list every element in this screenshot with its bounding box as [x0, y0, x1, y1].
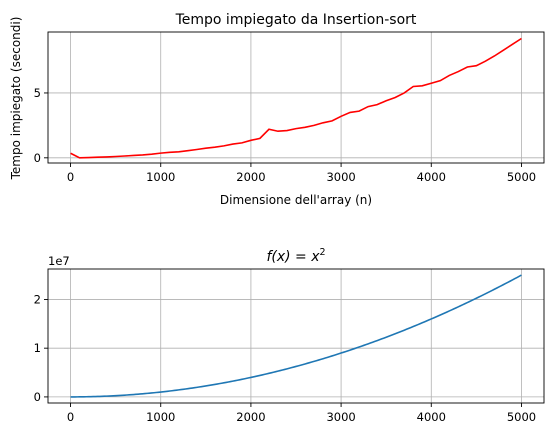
chart-insertion-sort: Tempo impiegato da Insertion-sort 0 1000 2… — [9, 12, 545, 207]
x-tick-label: 0 — [67, 410, 74, 424]
x-tick-label: 3000 — [326, 170, 355, 184]
series-line — [70, 37, 522, 159]
series-line — [70, 274, 522, 398]
x-tick-label: 5000 — [507, 410, 536, 424]
x-tick-label: 5000 — [507, 170, 536, 184]
y-tick-label: 2 — [34, 292, 41, 306]
x-tick-label: 3000 — [326, 410, 355, 424]
data-series — [70, 37, 522, 159]
y-tick-label: 0 — [34, 390, 41, 404]
x-tick-label: 1000 — [146, 410, 175, 424]
x-tick-label: 4000 — [417, 170, 446, 184]
chart-title: f(x) = x2 — [266, 247, 325, 265]
plot-frame — [47, 31, 545, 164]
x-ticks: 0 1000 2000 3000 4000 5000 — [67, 163, 536, 184]
y-axis-label: Tempo impiegato (secondi) — [9, 17, 23, 181]
chart-x-squared: f(x) = x2 1e7 0 1000 2000 3000 4000 5000 0 1 2 — [34, 247, 545, 424]
x-tick-label: 0 — [67, 170, 74, 184]
y-ticks: 0 1 2 — [34, 292, 48, 404]
y-tick-label: 1 — [34, 341, 41, 355]
chart-title: Tempo impiegato da Insertion-sort — [175, 12, 417, 28]
y-tick-label: 0 — [34, 151, 41, 165]
y-ticks: 05 — [34, 86, 48, 165]
grid — [48, 32, 544, 163]
data-series — [70, 274, 522, 398]
y-offset-text: 1e7 — [48, 254, 70, 268]
y-tick-label: 5 — [34, 86, 41, 100]
plot-frame — [47, 268, 545, 404]
x-tick-label: 2000 — [236, 410, 265, 424]
x-tick-label: 1000 — [146, 170, 175, 184]
x-ticks: 0 1000 2000 3000 4000 5000 — [67, 403, 536, 424]
grid — [48, 269, 544, 403]
x-tick-label: 4000 — [417, 410, 446, 424]
x-tick-label: 2000 — [236, 170, 265, 184]
x-axis-label: Dimensione dell'array (n) — [220, 193, 372, 207]
